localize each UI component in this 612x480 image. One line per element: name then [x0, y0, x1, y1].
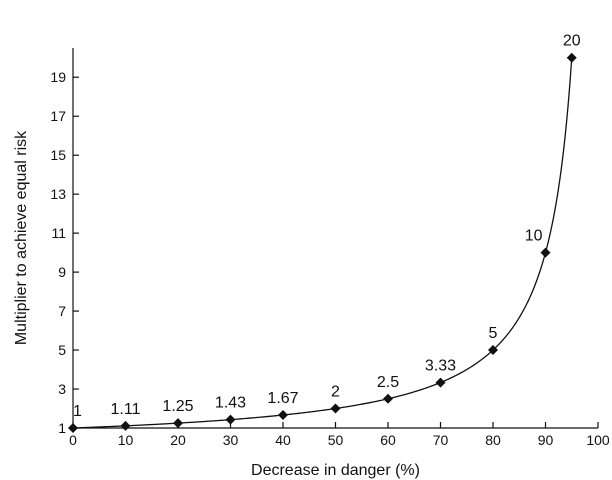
data-point-marker — [173, 418, 183, 429]
data-label: 1.25 — [162, 398, 193, 415]
axes — [72, 48, 598, 429]
data-label: 2 — [331, 384, 340, 401]
y-tick-label: 15 — [50, 147, 66, 163]
data-label: 5 — [489, 325, 498, 342]
data-label: 1 — [73, 403, 82, 420]
data-point-marker — [435, 377, 446, 388]
data-label: 2.5 — [377, 374, 399, 391]
series-line — [72, 57, 573, 429]
y-tick-label: 7 — [58, 303, 66, 319]
data-label: 1.11 — [111, 401, 141, 418]
x-tick-label: 40 — [275, 432, 291, 448]
x-tick-label: 100 — [586, 432, 610, 448]
data-point-marker — [488, 345, 498, 356]
data-label: 1.43 — [215, 395, 246, 412]
data-point-marker — [540, 247, 551, 258]
data-point-marker — [225, 414, 236, 425]
series-curve — [72, 57, 573, 429]
data-point-marker — [566, 52, 577, 63]
data-labels: 1 1.11 1.25 1.43 1.67 2 2.5 3.33 5 10 20 — [73, 33, 581, 420]
y-tick-label: 11 — [51, 225, 66, 241]
x-tick-label: 30 — [223, 432, 239, 448]
x-tick-label: 60 — [380, 432, 396, 448]
x-axis-title: Decrease in danger (%) — [251, 462, 420, 479]
y-tick-label: 5 — [58, 342, 66, 358]
x-tick-label: 50 — [328, 432, 344, 448]
data-point-marker — [278, 409, 288, 420]
x-tick-label: 70 — [433, 432, 449, 448]
data-point-marker — [383, 393, 393, 404]
data-point-marker — [68, 423, 78, 433]
data-markers — [68, 52, 577, 433]
y-tick-label: 9 — [58, 264, 66, 280]
y-tick-label: 3 — [58, 381, 66, 397]
data-point-marker — [120, 420, 131, 431]
y-tick-label: 13 — [50, 186, 66, 202]
y-tick-label: 17 — [50, 108, 66, 124]
x-tick-label: 90 — [538, 432, 554, 448]
data-label: 3.33 — [425, 358, 456, 375]
data-label: 10 — [525, 228, 543, 245]
x-tick-label: 0 — [69, 432, 77, 448]
data-point-marker — [330, 403, 341, 414]
x-tick-label: 80 — [485, 432, 501, 448]
x-tick-label: 20 — [170, 432, 186, 448]
y-axis-title: Multiplier to achieve equal risk — [13, 130, 30, 345]
data-label: 20 — [563, 33, 581, 50]
x-tick-label: 10 — [118, 432, 134, 448]
y-tick-label: 19 — [50, 69, 66, 85]
y-tick-label: 1 — [58, 420, 66, 436]
data-label: 1.67 — [267, 390, 298, 407]
